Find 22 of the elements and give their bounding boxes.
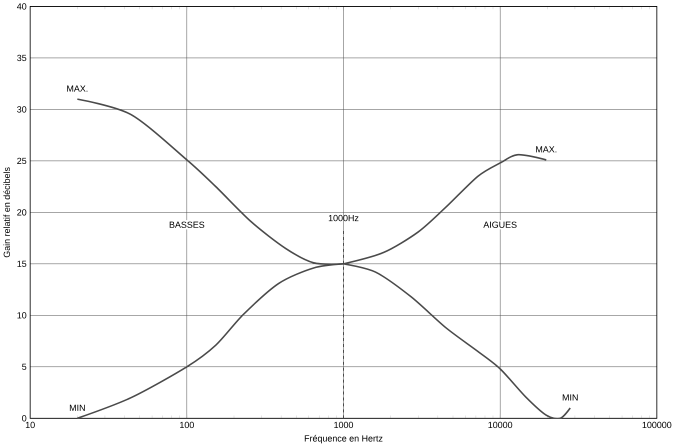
x-axis-title: Fréquence en Hertz bbox=[304, 435, 382, 444]
y-axis-title: Gain relatif en décibels bbox=[3, 168, 10, 258]
x-tick-label: 100000 bbox=[642, 422, 672, 428]
series-label: MIN bbox=[70, 404, 85, 412]
x-tick-label: 100 bbox=[180, 422, 194, 428]
y-tick-label: 15 bbox=[17, 260, 26, 268]
y-tick-label: 10 bbox=[17, 312, 26, 319]
x-tick-label: 1000 bbox=[334, 422, 354, 428]
y-tick-label: 20 bbox=[17, 209, 26, 216]
series-label: MIN bbox=[562, 394, 578, 401]
y-tick-label: 0 bbox=[22, 415, 26, 422]
y-tick-label: 40 bbox=[16, 3, 26, 10]
series-label: MAX. bbox=[536, 146, 556, 153]
y-tick-label: 30 bbox=[17, 106, 26, 113]
annotation: AIGUES bbox=[483, 222, 517, 228]
annotation: BASSES bbox=[170, 222, 204, 228]
ref-line-label: 1000Hz bbox=[328, 215, 358, 222]
y-tick-label: 35 bbox=[17, 54, 26, 62]
series-label: MAX. bbox=[67, 86, 88, 92]
y-tick-label: 5 bbox=[22, 364, 26, 370]
y-tick-label: 25 bbox=[17, 158, 26, 164]
x-tick-label: 10000 bbox=[488, 422, 512, 428]
